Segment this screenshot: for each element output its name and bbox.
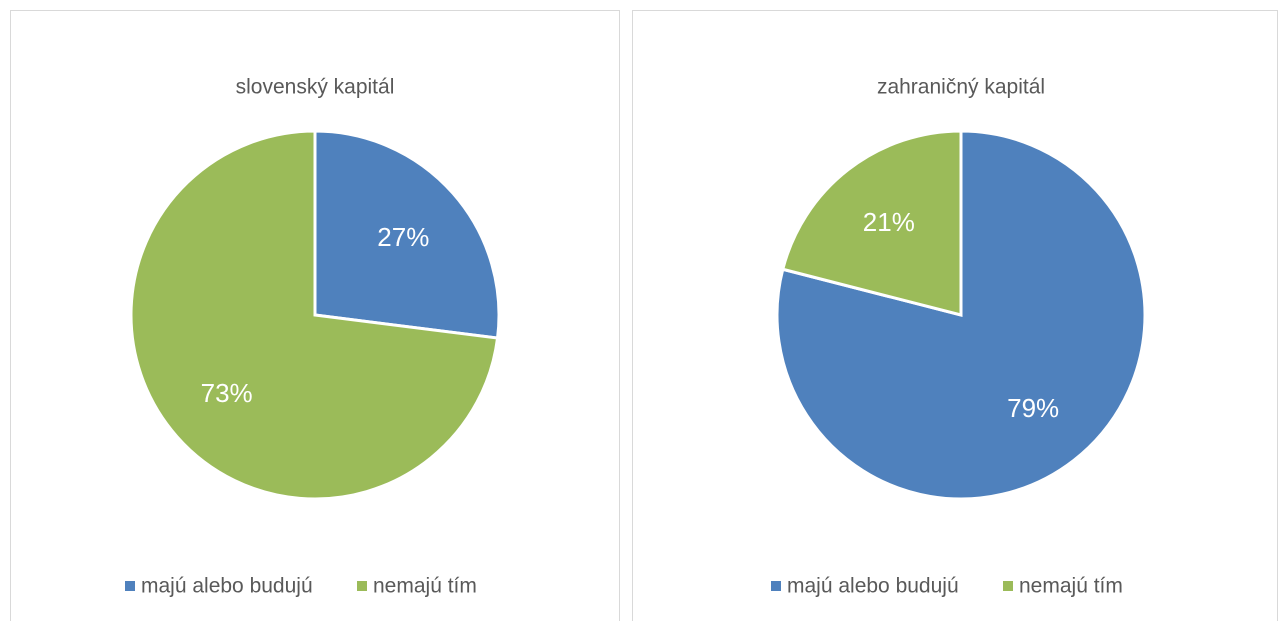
data-label: 27% xyxy=(377,222,429,252)
legend-label: majú alebo budujú xyxy=(787,575,959,598)
pie-slice xyxy=(775,129,1147,501)
legend-swatch xyxy=(125,581,135,591)
chart-title: slovenský kapitál xyxy=(236,76,395,99)
legend-swatch xyxy=(771,581,781,591)
chart-title: zahraničný kapitál xyxy=(877,76,1045,99)
legend-label: nemajú tím xyxy=(1019,575,1123,598)
pie-slice xyxy=(313,129,501,340)
data-label: 21% xyxy=(863,207,915,237)
data-label: 79% xyxy=(1007,393,1059,423)
legend-swatch xyxy=(1003,581,1013,591)
legend-swatch xyxy=(357,581,367,591)
legend-label: majú alebo budujú xyxy=(141,575,313,598)
pie-slice xyxy=(129,129,500,501)
pie-slice xyxy=(780,129,963,317)
data-label: 73% xyxy=(201,378,253,408)
legend-label: nemajú tím xyxy=(373,575,477,598)
